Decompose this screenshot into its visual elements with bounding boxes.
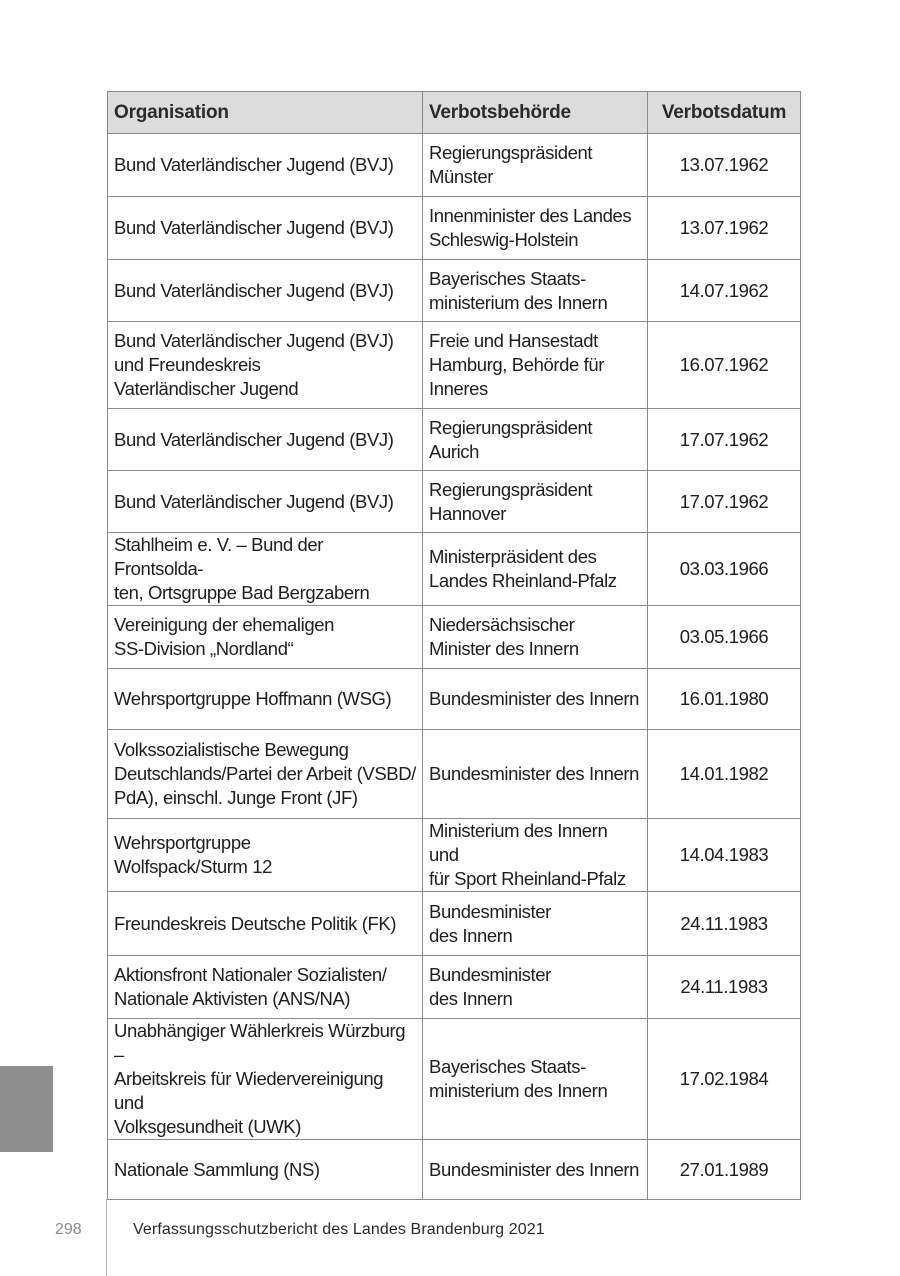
authority-cell: Regierungspräsident Münster — [422, 133, 648, 197]
table-row: Bund Vaterländischer Jugend (BVJ) Regieru… — [107, 133, 801, 197]
authority-cell: Regierungspräsident Aurich — [422, 408, 648, 471]
authority-cell: Bundesminister des Innern — [422, 891, 648, 956]
table-row: Nationale Sammlung (NS) Bundesminister de… — [107, 1139, 801, 1200]
authority-cell: Innenminister des Landes Schleswig-Holst… — [422, 196, 648, 260]
organisation-cell: Freundeskreis Deutsche Politik (FK) — [107, 891, 423, 956]
authority-cell: Bundesminister des Innern — [422, 1139, 648, 1200]
header-verbotsbehoerde: Verbotsbehörde — [422, 91, 648, 134]
date-cell: 03.03.1966 — [647, 532, 801, 606]
table-row: Aktionsfront Nationaler Sozialisten/ Nat… — [107, 955, 801, 1019]
organisation-cell: Bund Vaterländischer Jugend (BVJ) und Fr… — [107, 321, 423, 409]
date-cell: 16.01.1980 — [647, 668, 801, 730]
organisation-cell: Volkssozialistische Bewegung Deutschland… — [107, 729, 423, 819]
header-organisation: Organisation — [107, 91, 423, 134]
organisation-cell: Wehrsportgruppe Wolfspack/Sturm 12 — [107, 818, 423, 892]
date-cell: 27.01.1989 — [647, 1139, 801, 1200]
table-row: Unabhängiger Wählerkreis Würzburg – Arbe… — [107, 1018, 801, 1140]
date-cell: 14.07.1962 — [647, 259, 801, 322]
organisation-cell: Nationale Sammlung (NS) — [107, 1139, 423, 1200]
organisation-cell: Bund Vaterländischer Jugend (BVJ) — [107, 470, 423, 533]
table-row: Bund Vaterländischer Jugend (BVJ) Bayeris… — [107, 259, 801, 322]
page-number: 298 — [55, 1221, 82, 1238]
table-row: Freundeskreis Deutsche Politik (FK) Bunde… — [107, 891, 801, 956]
date-cell: 13.07.1962 — [647, 133, 801, 197]
authority-cell: Bayerisches Staats- ministerium des Inne… — [422, 259, 648, 322]
chapter-tab-marker — [0, 1066, 53, 1152]
footer-title: Verfassungsschutzbericht des Landes Bran… — [133, 1221, 545, 1238]
table-row: Bund Vaterländischer Jugend (BVJ) und Fr… — [107, 321, 801, 409]
authority-cell: Bundesminister des Innern — [422, 729, 648, 819]
table-header-row: Organisation Verbotsbehörde Verbotsdatum — [107, 91, 801, 134]
header-verbotsdatum: Verbotsdatum — [647, 91, 801, 134]
organisation-cell: Stahlheim e. V. – Bund der Frontsolda- t… — [107, 532, 423, 606]
date-cell: 17.07.1962 — [647, 470, 801, 533]
table-row: Wehrsportgruppe Wolfspack/Sturm 12 Minist… — [107, 818, 801, 892]
table-row: Bund Vaterländischer Jugend (BVJ) Innenmi… — [107, 196, 801, 260]
date-cell: 14.01.1982 — [647, 729, 801, 819]
organisation-cell: Unabhängiger Wählerkreis Würzburg – Arbe… — [107, 1018, 423, 1140]
date-cell: 13.07.1962 — [647, 196, 801, 260]
authority-cell: Bundesminister des Innern — [422, 668, 648, 730]
organisation-cell: Bund Vaterländischer Jugend (BVJ) — [107, 408, 423, 471]
date-cell: 24.11.1983 — [647, 955, 801, 1019]
organisation-cell: Bund Vaterländischer Jugend (BVJ) — [107, 196, 423, 260]
table-row: Vereinigung der ehemaligen SS-Division „… — [107, 605, 801, 669]
table-row: Bund Vaterländischer Jugend (BVJ) Regieru… — [107, 408, 801, 471]
date-cell: 17.07.1962 — [647, 408, 801, 471]
authority-cell: Bayerisches Staats- ministerium des Inne… — [422, 1018, 648, 1140]
organisation-cell: Bund Vaterländischer Jugend (BVJ) — [107, 133, 423, 197]
organisation-cell: Wehrsportgruppe Hoffmann (WSG) — [107, 668, 423, 730]
organisation-cell: Bund Vaterländischer Jugend (BVJ) — [107, 259, 423, 322]
table-row: Volkssozialistische Bewegung Deutschland… — [107, 729, 801, 819]
table-row: Stahlheim e. V. – Bund der Frontsolda- t… — [107, 532, 801, 606]
table-row: Bund Vaterländischer Jugend (BVJ) Regieru… — [107, 470, 801, 533]
date-cell: 24.11.1983 — [647, 891, 801, 956]
authority-cell: Ministerpräsident des Landes Rheinland-P… — [422, 532, 648, 606]
authority-cell: Regierungspräsident Hannover — [422, 470, 648, 533]
date-cell: 03.05.1966 — [647, 605, 801, 669]
authority-cell: Ministerium des Innern und für Sport Rhe… — [422, 818, 648, 892]
footer-divider — [106, 1199, 107, 1276]
authority-cell: Freie und Hansestadt Hamburg, Behörde fü… — [422, 321, 648, 409]
authority-cell: Bundesminister des Innern — [422, 955, 648, 1019]
date-cell: 16.07.1962 — [647, 321, 801, 409]
organisation-cell: Aktionsfront Nationaler Sozialisten/ Nat… — [107, 955, 423, 1019]
date-cell: 14.04.1983 — [647, 818, 801, 892]
date-cell: 17.02.1984 — [647, 1018, 801, 1140]
table-row: Wehrsportgruppe Hoffmann (WSG) Bundesmini… — [107, 668, 801, 730]
authority-cell: Niedersächsischer Minister des Innern — [422, 605, 648, 669]
organisation-cell: Vereinigung der ehemaligen SS-Division „… — [107, 605, 423, 669]
ban-table: Organisation Verbotsbehörde Verbotsdatum… — [107, 91, 801, 1200]
